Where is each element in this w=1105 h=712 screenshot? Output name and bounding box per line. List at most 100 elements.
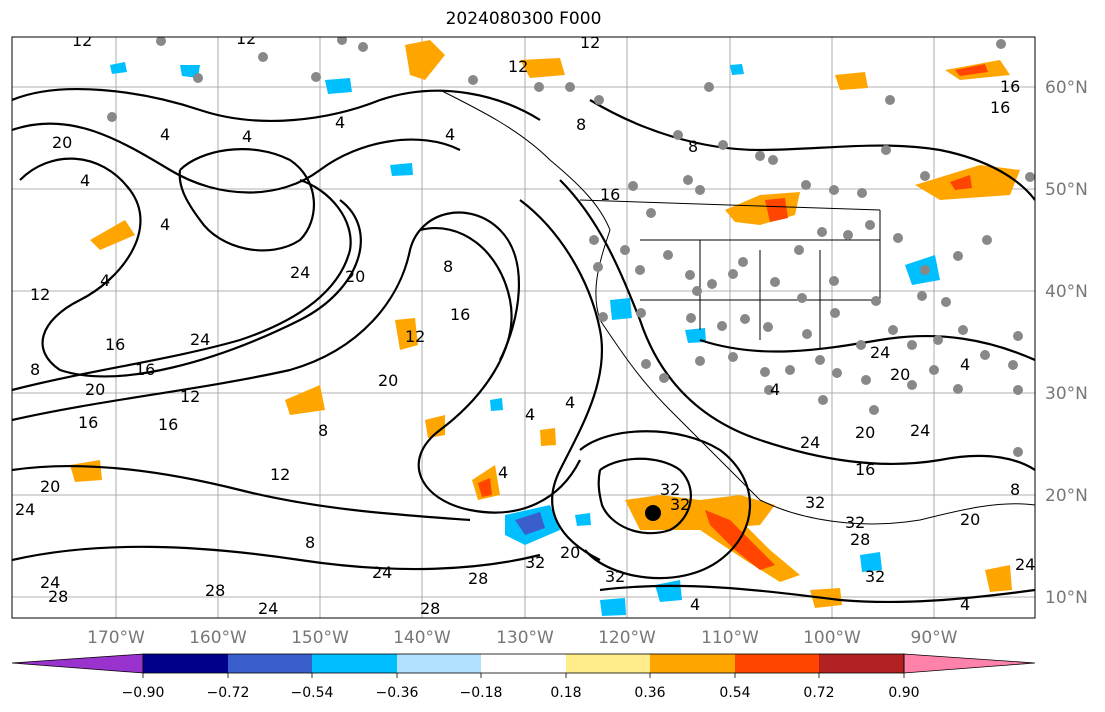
contour-label: 24 [15, 500, 35, 519]
contour-label: 4 [80, 171, 90, 190]
contour-label: 28 [468, 569, 488, 588]
contour-label: 16 [450, 305, 470, 324]
contour-label: 20 [855, 423, 875, 442]
contour-label: 12 [405, 327, 425, 346]
contour-label: 16 [990, 98, 1010, 117]
map-title: 2024080300 F000 [445, 9, 602, 29]
contour-label: 20 [85, 380, 105, 399]
colorbar-segment [735, 654, 819, 673]
colorbar-segment [312, 654, 397, 673]
contour-label: 4 [498, 463, 508, 482]
contour-label: 20 [560, 543, 580, 562]
contour-label: 12 [508, 57, 528, 76]
colorbar-tick-label: 0.36 [634, 685, 665, 701]
contour-label: 24 [258, 599, 278, 618]
lon-label: 100°W [803, 628, 861, 648]
contour-label: 4 [160, 125, 170, 144]
lon-label: 170°W [87, 628, 145, 648]
contour-label: 8 [688, 137, 698, 156]
contour-label: 32 [845, 513, 865, 532]
contour-label: 4 [445, 125, 455, 144]
contour-label: 20 [345, 267, 365, 286]
contour-label: 24 [372, 563, 392, 582]
latitude-labels: 60°N 50°N 40°N 30°N 20°N 10°N [1045, 78, 1088, 608]
colorbar-tick-label: 0.18 [550, 685, 581, 701]
contour-label: 16 [158, 415, 178, 434]
contour-label: 20 [378, 371, 398, 390]
contour-label: 4 [770, 380, 780, 399]
contour-label: 32 [525, 553, 545, 572]
contour-label: 8 [305, 533, 315, 552]
station-dots [107, 37, 1035, 457]
lat-label: 10°N [1045, 588, 1088, 608]
contour-label: 24 [290, 263, 310, 282]
colorbar-segment [650, 654, 735, 673]
contour-label: 16 [1000, 77, 1020, 96]
colorbar-segment [819, 654, 904, 673]
contour-label: 28 [48, 587, 68, 606]
contour-label: 12 [270, 465, 290, 484]
contour-label: 16 [600, 185, 620, 204]
contour-label: 4 [525, 405, 535, 424]
contour-label: 4 [565, 393, 575, 412]
map-frame [11, 36, 1036, 619]
longitude-labels: 170°W 160°W 150°W 140°W 130°W 120°W 110°… [87, 628, 958, 648]
contour-label: 20 [960, 510, 980, 529]
contour-label: 24 [190, 330, 210, 349]
lat-label: 50°N [1045, 180, 1088, 200]
lat-label: 60°N [1045, 78, 1088, 98]
lat-label: 20°N [1045, 486, 1088, 506]
contour-label: 28 [850, 530, 870, 549]
lon-label: 120°W [598, 628, 656, 648]
colorbar-tick-label: 0.90 [888, 685, 919, 701]
lat-label: 30°N [1045, 384, 1088, 404]
contour-label: 12 [180, 387, 200, 406]
contour-label: 24 [40, 573, 60, 592]
coastlines [439, 89, 1035, 525]
lon-label: 90°W [911, 628, 958, 648]
contour-label: 16 [135, 360, 155, 379]
contour-label: 24 [800, 433, 820, 452]
colorbar-tick-label: 0.54 [719, 685, 750, 701]
contour-label: 24 [910, 421, 930, 440]
lat-label: 40°N [1045, 282, 1088, 302]
lon-label: 140°W [393, 628, 451, 648]
contour-label: 8 [443, 257, 453, 276]
colorbar-tick-label: −0.36 [376, 685, 419, 701]
contour-label: 12 [580, 33, 600, 52]
contour-label: 32 [865, 567, 885, 586]
contour-lines [12, 88, 1035, 604]
contour-label: 12 [30, 285, 50, 304]
contour-value-labels: 12 12 12 12 4 4 4 4 8 8 16 16 16 20 4 4 … [15, 29, 1035, 618]
lon-label: 160°W [189, 628, 247, 648]
colorbar-tick-label: −0.54 [291, 685, 334, 701]
lon-label: 130°W [496, 628, 554, 648]
colorbar-segment [481, 654, 566, 673]
contour-label: 20 [40, 477, 60, 496]
colorbar-segment [143, 654, 228, 673]
contour-label: 12 [236, 29, 256, 48]
storm-center-marker [645, 505, 661, 521]
contour-label: 20 [52, 133, 72, 152]
colorbar-tick-label: 0.72 [803, 685, 834, 701]
contour-label: 24 [870, 343, 890, 362]
contour-label: 8 [1010, 480, 1020, 499]
colorbar: −0.90 −0.72 −0.54 −0.36 −0.18 0.18 0.36 … [11, 653, 1036, 701]
contour-label: 12 [72, 31, 92, 50]
colorbar-tick-label: −0.72 [207, 685, 250, 701]
contour-label: 32 [660, 480, 680, 499]
contour-label: 16 [78, 413, 98, 432]
contour-label: 20 [890, 365, 910, 384]
contour-label: 4 [960, 595, 970, 614]
contour-label: 24 [1015, 555, 1035, 574]
contour-label: 8 [30, 360, 40, 379]
lon-label: 150°W [291, 628, 349, 648]
colorbar-segment [566, 654, 650, 673]
contour-label: 4 [960, 355, 970, 374]
colorbar-tick-label: −0.90 [122, 685, 165, 701]
colorbar-segment [228, 654, 312, 673]
lon-label: 110°W [701, 628, 759, 648]
contour-label: 4 [160, 215, 170, 234]
contour-label: 32 [605, 567, 625, 586]
contour-label: 32 [805, 493, 825, 512]
